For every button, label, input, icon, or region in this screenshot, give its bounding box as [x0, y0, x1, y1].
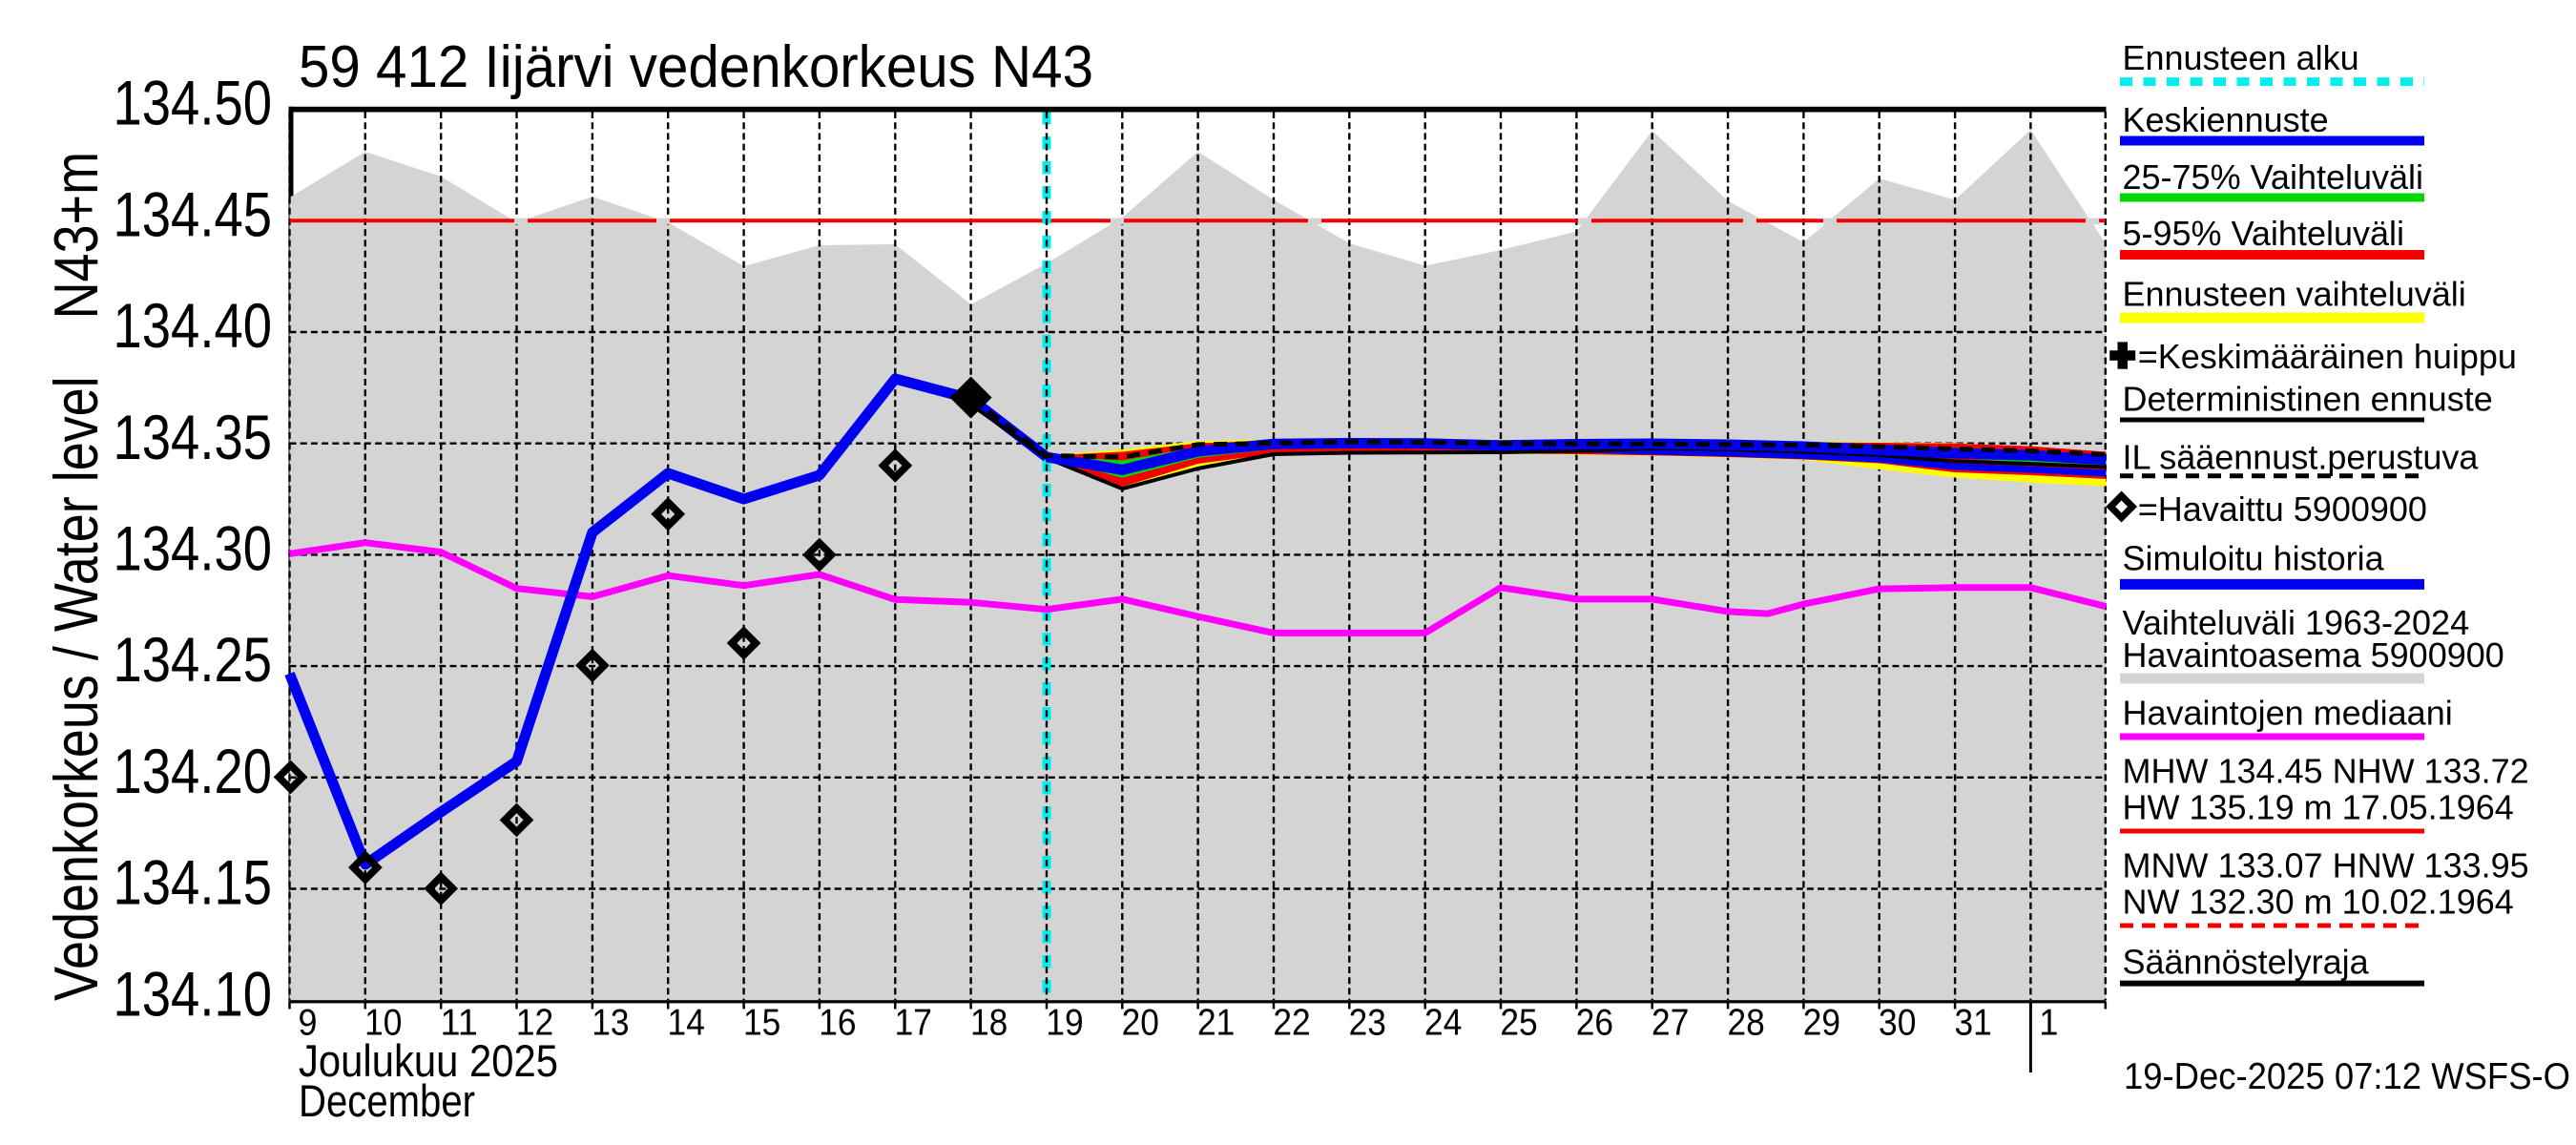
svg-text:59 412 Iijärvi vedenkorkeus N4: 59 412 Iijärvi vedenkorkeus N43	[299, 34, 1093, 100]
svg-text:22: 22	[1273, 1003, 1310, 1044]
svg-text:134.25: 134.25	[114, 624, 273, 695]
svg-text:Ennusteen vaihteluväli: Ennusteen vaihteluväli	[2123, 275, 2466, 314]
svg-text:20: 20	[1122, 1003, 1159, 1044]
svg-text:Simuloitu historia: Simuloitu historia	[2123, 539, 2385, 578]
svg-text:134.35: 134.35	[114, 402, 273, 472]
svg-text:December: December	[299, 1076, 475, 1127]
svg-text:Deterministinen ennuste: Deterministinen ennuste	[2123, 379, 2493, 418]
svg-text:134.30: 134.30	[114, 513, 273, 584]
svg-text:9: 9	[299, 1003, 318, 1044]
svg-text:11: 11	[441, 1003, 478, 1044]
svg-text:27: 27	[1652, 1003, 1689, 1044]
svg-text:26: 26	[1576, 1003, 1613, 1044]
svg-text:HW 135.19 m 17.05.1964: HW 135.19 m 17.05.1964	[2123, 788, 2514, 827]
svg-text:IL sääennust.perustuva: IL sääennust.perustuva	[2123, 438, 2480, 477]
svg-text:5-95% Vaihteluväli: 5-95% Vaihteluväli	[2123, 214, 2405, 253]
svg-text:17: 17	[895, 1003, 932, 1044]
svg-text:24: 24	[1424, 1003, 1462, 1044]
svg-text:19: 19	[1046, 1003, 1083, 1044]
svg-text:30: 30	[1879, 1003, 1916, 1044]
svg-text:134.10: 134.10	[114, 958, 273, 1029]
svg-text:134.15: 134.15	[114, 847, 273, 918]
svg-text:=Keskimääräinen huippu: =Keskimääräinen huippu	[2138, 337, 2517, 376]
svg-text:MHW 134.45 NHW 133.72: MHW 134.45 NHW 133.72	[2123, 751, 2529, 790]
svg-text:25-75% Vaihteluväli: 25-75% Vaihteluväli	[2123, 157, 2424, 197]
svg-text:MNW 133.07 HNW 133.95: MNW 133.07 HNW 133.95	[2123, 845, 2529, 885]
svg-text:21: 21	[1197, 1003, 1235, 1044]
svg-text:NW 132.30 m 10.02.1964: NW 132.30 m 10.02.1964	[2123, 883, 2514, 922]
svg-text:10: 10	[364, 1003, 402, 1044]
svg-text:Säännöstelyraja: Säännöstelyraja	[2123, 943, 2370, 982]
svg-text:134.50: 134.50	[114, 68, 273, 138]
svg-text:134.45: 134.45	[114, 178, 273, 249]
svg-text:25: 25	[1500, 1003, 1537, 1044]
svg-text:16: 16	[819, 1003, 856, 1044]
svg-text:23: 23	[1349, 1003, 1386, 1044]
svg-text:29: 29	[1803, 1003, 1840, 1044]
svg-text:15: 15	[743, 1003, 780, 1044]
svg-text:18: 18	[970, 1003, 1008, 1044]
svg-text:Havaintoasema 5900900: Havaintoasema 5900900	[2123, 635, 2504, 675]
svg-text:Vaihteluväli 1963-2024: Vaihteluväli 1963-2024	[2123, 603, 2470, 642]
svg-text:19-Dec-2025 07:12 WSFS-O: 19-Dec-2025 07:12 WSFS-O	[2124, 1056, 2570, 1097]
svg-text:12: 12	[516, 1003, 553, 1044]
svg-text:134.20: 134.20	[114, 736, 273, 806]
svg-text:Joulukuu 2025: Joulukuu 2025	[299, 1036, 558, 1087]
svg-text:134.40: 134.40	[114, 290, 273, 361]
svg-text:Ennusteen alku: Ennusteen alku	[2123, 38, 2359, 77]
svg-text:=Havaittu 5900900: =Havaittu 5900900	[2138, 489, 2427, 529]
svg-text:28: 28	[1727, 1003, 1764, 1044]
svg-text:Havaintojen mediaani: Havaintojen mediaani	[2123, 694, 2453, 733]
svg-text:Keskiennuste: Keskiennuste	[2123, 100, 2329, 139]
svg-text:Vedenkorkeus / Water level: Vedenkorkeus / Water level N43+m	[41, 152, 111, 1001]
svg-text:14: 14	[668, 1003, 705, 1044]
svg-text:31: 31	[1954, 1003, 1991, 1044]
svg-text:1: 1	[2039, 1003, 2058, 1044]
svg-text:13: 13	[592, 1003, 629, 1044]
